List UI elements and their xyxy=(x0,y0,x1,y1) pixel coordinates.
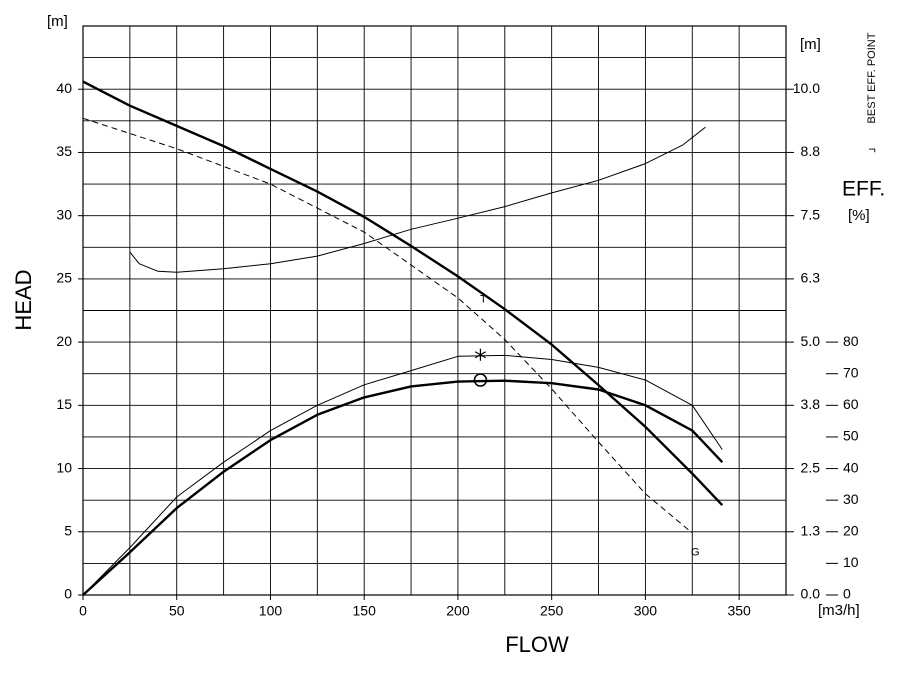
annotation: G xyxy=(691,546,700,558)
y2-tick-label: 6.3 xyxy=(801,270,821,286)
x-tick-label: 50 xyxy=(169,603,185,619)
marker xyxy=(473,373,488,387)
y2-tick-label: 3.8 xyxy=(801,396,821,412)
y-unit: [m] xyxy=(47,13,68,30)
marker xyxy=(474,348,486,361)
curve xyxy=(129,126,706,273)
y-tick-label: 20 xyxy=(56,333,72,349)
y-tick-label: 10 xyxy=(56,459,72,475)
y2-tick-label: 2.5 xyxy=(801,459,821,475)
y2-tick-label: 0.0 xyxy=(801,586,821,602)
y3-tick-label: 20 xyxy=(843,522,859,538)
y-tick-label: 25 xyxy=(56,270,72,286)
plot-frame xyxy=(82,25,787,596)
y3-tick-label: 60 xyxy=(843,396,859,412)
y3-tick-label: 0 xyxy=(843,586,851,602)
legend-symbol: ¬ xyxy=(868,141,876,156)
y-tick-label: 30 xyxy=(56,206,72,222)
x-tick-label: 200 xyxy=(446,603,470,619)
x-unit: [m3/h] xyxy=(818,602,860,619)
curve xyxy=(82,117,693,534)
x-axis-label: FLOW xyxy=(505,632,569,657)
y3-tick-label: 30 xyxy=(843,491,859,507)
y-tick-label: 15 xyxy=(56,396,72,412)
annotation: T xyxy=(480,293,487,305)
y3-label: EFF. xyxy=(842,178,885,201)
y2-tick-label: 1.3 xyxy=(801,522,821,538)
curve xyxy=(82,354,723,596)
y3-tick-label: 70 xyxy=(843,364,859,380)
x-tick-label: 100 xyxy=(259,603,283,619)
y3-unit: [%] xyxy=(848,207,870,224)
curve xyxy=(82,379,724,596)
legend-text: BEST EFF. POINT xyxy=(866,32,878,123)
y2-tick-label: 5.0 xyxy=(801,333,821,349)
y3-tick-label: 80 xyxy=(843,333,859,349)
y2-tick-label: 7.5 xyxy=(801,206,821,222)
y3-tick-label: 10 xyxy=(843,554,859,570)
x-tick-label: 300 xyxy=(634,603,658,619)
x-tick-label: 150 xyxy=(353,603,377,619)
y3-tick-label: 50 xyxy=(843,428,859,444)
x-tick-label: 250 xyxy=(540,603,564,619)
y-tick-label: 35 xyxy=(56,143,72,159)
y2-tick-label: 10.0 xyxy=(793,80,820,96)
curve xyxy=(82,80,724,507)
y-tick-label: 5 xyxy=(64,522,72,538)
x-tick-label: 350 xyxy=(727,603,751,619)
y2-tick-label: 8.8 xyxy=(801,143,821,159)
y-tick-label: 40 xyxy=(56,80,72,96)
y3-tick-label: 40 xyxy=(843,459,859,475)
y-axis-label: HEAD xyxy=(11,269,36,330)
x-tick-label: 0 xyxy=(79,603,87,619)
y-tick-label: 0 xyxy=(64,586,72,602)
y2-unit: [m] xyxy=(800,36,821,53)
